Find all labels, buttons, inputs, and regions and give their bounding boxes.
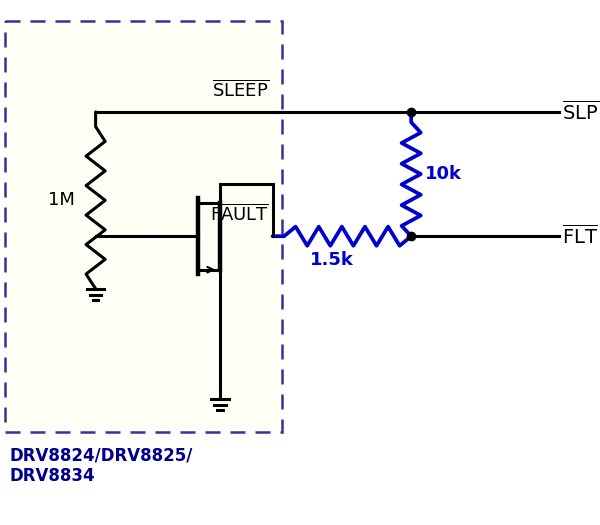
Text: 1M: 1M xyxy=(48,191,74,209)
Text: 10k: 10k xyxy=(425,165,461,183)
Text: $\overline{\rm FLT}$: $\overline{\rm FLT}$ xyxy=(562,224,598,248)
Text: $\overline{\rm SLP}$: $\overline{\rm SLP}$ xyxy=(562,100,599,124)
Text: $\overline{\rm FAULT}$: $\overline{\rm FAULT}$ xyxy=(210,204,269,225)
Bar xyxy=(5,21,282,432)
Text: 1.5k: 1.5k xyxy=(310,250,354,269)
Text: $\overline{\rm SLEEP}$: $\overline{\rm SLEEP}$ xyxy=(212,80,269,100)
Text: DRV8824/DRV8825/
DRV8834: DRV8824/DRV8825/ DRV8834 xyxy=(10,447,193,486)
Bar xyxy=(5,21,282,432)
